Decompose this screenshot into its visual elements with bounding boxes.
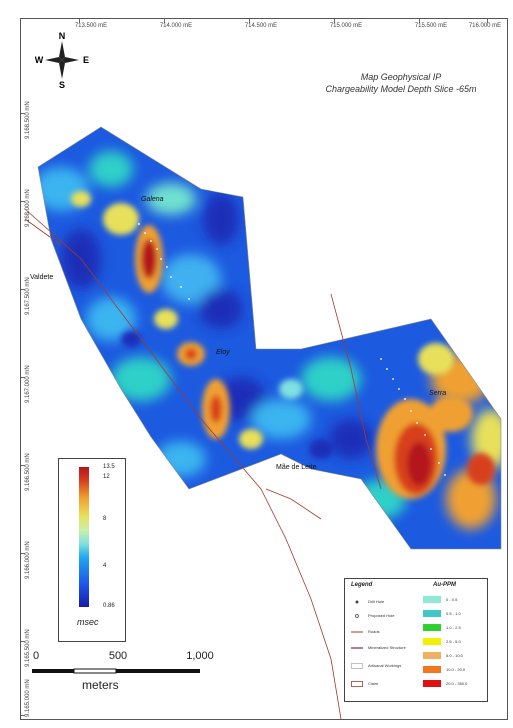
colorbar-max-label: 13.5 xyxy=(103,464,115,470)
road-lines xyxy=(24,208,382,719)
ppm-swatch xyxy=(423,596,441,603)
grid-tick xyxy=(21,553,25,554)
ppm-range-item: 1.0 - 2.5 xyxy=(423,623,461,632)
compass-east: E xyxy=(83,55,89,65)
compass-rose-icon: N S W E xyxy=(35,31,89,89)
grid-tick xyxy=(21,715,25,716)
map-title: Map Geophysical IP Chargeability Model D… xyxy=(301,71,501,95)
grid-tick xyxy=(21,201,25,202)
ppm-range-item: 20.0 - 350.0 xyxy=(423,679,467,688)
map-title-line2: Chargeability Model Depth Slice -65m xyxy=(325,84,477,94)
legend-item: Proposed Hole xyxy=(351,611,394,620)
survey-outline xyxy=(37,126,502,550)
place-label-valdete: Valdete xyxy=(30,274,54,281)
chargeability-heatmap xyxy=(24,126,502,719)
legend-ppm-title: Au-PPM xyxy=(433,582,456,588)
easting-label: 714.000 mE xyxy=(159,23,193,29)
easting-label: 713.500 mE xyxy=(74,23,108,29)
grid-tick xyxy=(79,19,80,23)
ppm-swatch xyxy=(423,638,441,645)
place-label-galena: Galena xyxy=(141,196,164,203)
legend-panel: Legend Au-PPM Drill Hole Proposed Hole R… xyxy=(344,578,488,702)
claim-icon xyxy=(351,680,363,687)
ppm-range-item: 10.0 - 20.0 xyxy=(423,665,465,674)
legend-item: Drill Hole xyxy=(351,597,384,606)
scale-bar: 0 500 1,000 meters xyxy=(12,650,214,700)
colorbar-label: 4 xyxy=(103,563,107,569)
grid-tick xyxy=(21,289,25,290)
colorbar-panel: 13.5 12 8 4 0.86 msec xyxy=(58,458,126,642)
colorbar-label: 8 xyxy=(103,516,107,522)
grid-tick xyxy=(249,19,250,23)
ppm-range-item: 5.0 - 10.0 xyxy=(423,651,463,660)
ppm-swatch xyxy=(423,610,441,617)
colorbar-min-label: 0.86 xyxy=(103,603,115,609)
grid-tick xyxy=(21,465,25,466)
grid-tick xyxy=(21,641,25,642)
legend-item: Mineralized Structure xyxy=(351,643,406,652)
ppm-range-item: 0 - 0.5 xyxy=(423,595,457,604)
grid-tick xyxy=(21,377,25,378)
easting-label: 714.500 mE xyxy=(244,23,278,29)
easting-label: 715.500 mE xyxy=(414,23,448,29)
compass-west: W xyxy=(35,55,44,65)
ppm-swatch xyxy=(423,666,441,673)
colorbar-unit: msec xyxy=(77,617,99,627)
place-label-eloy: Eloy xyxy=(216,349,230,356)
legend-title: Legend xyxy=(351,582,373,588)
grid-tick xyxy=(164,19,165,23)
easting-label: 716.000 mE xyxy=(468,23,502,29)
artisanal-workings-icon xyxy=(351,662,363,669)
place-label-mae-de-leite: Mãe de Leite xyxy=(276,464,317,471)
grid-tick xyxy=(487,19,488,23)
compass-north: N xyxy=(59,31,66,41)
structure-icon xyxy=(351,645,363,651)
easting-label: 715.000 mE xyxy=(329,23,363,29)
road-icon xyxy=(351,629,363,635)
legend-item: Roads xyxy=(351,627,380,636)
scale-label: 1,000 xyxy=(186,650,214,662)
drill-hole-icon xyxy=(351,599,363,605)
colorbar-label: 12 xyxy=(103,474,110,480)
grid-tick xyxy=(21,113,25,114)
ppm-range-item: 2.5 - 5.0 xyxy=(423,637,461,646)
map-title-line1: Map Geophysical IP xyxy=(360,72,442,82)
scale-label: 500 xyxy=(108,650,128,662)
place-label-serra: Serra xyxy=(429,390,447,397)
scale-unit: meters xyxy=(82,678,119,692)
scale-bar-graphic xyxy=(32,668,200,674)
proposed-hole-icon xyxy=(351,613,363,619)
scale-label: 0 xyxy=(32,650,40,662)
legend-item: Claim xyxy=(351,679,378,688)
ppm-swatch xyxy=(423,652,441,659)
legend-item: Artisanal Workings xyxy=(351,661,401,670)
ppm-swatch xyxy=(423,680,441,687)
compass-south: S xyxy=(59,80,65,89)
grid-tick xyxy=(334,19,335,23)
colorbar-gradient xyxy=(79,467,89,607)
ppm-range-item: 0.5 - 1.0 xyxy=(423,609,461,618)
grid-tick xyxy=(419,19,420,23)
ppm-swatch xyxy=(423,624,441,631)
